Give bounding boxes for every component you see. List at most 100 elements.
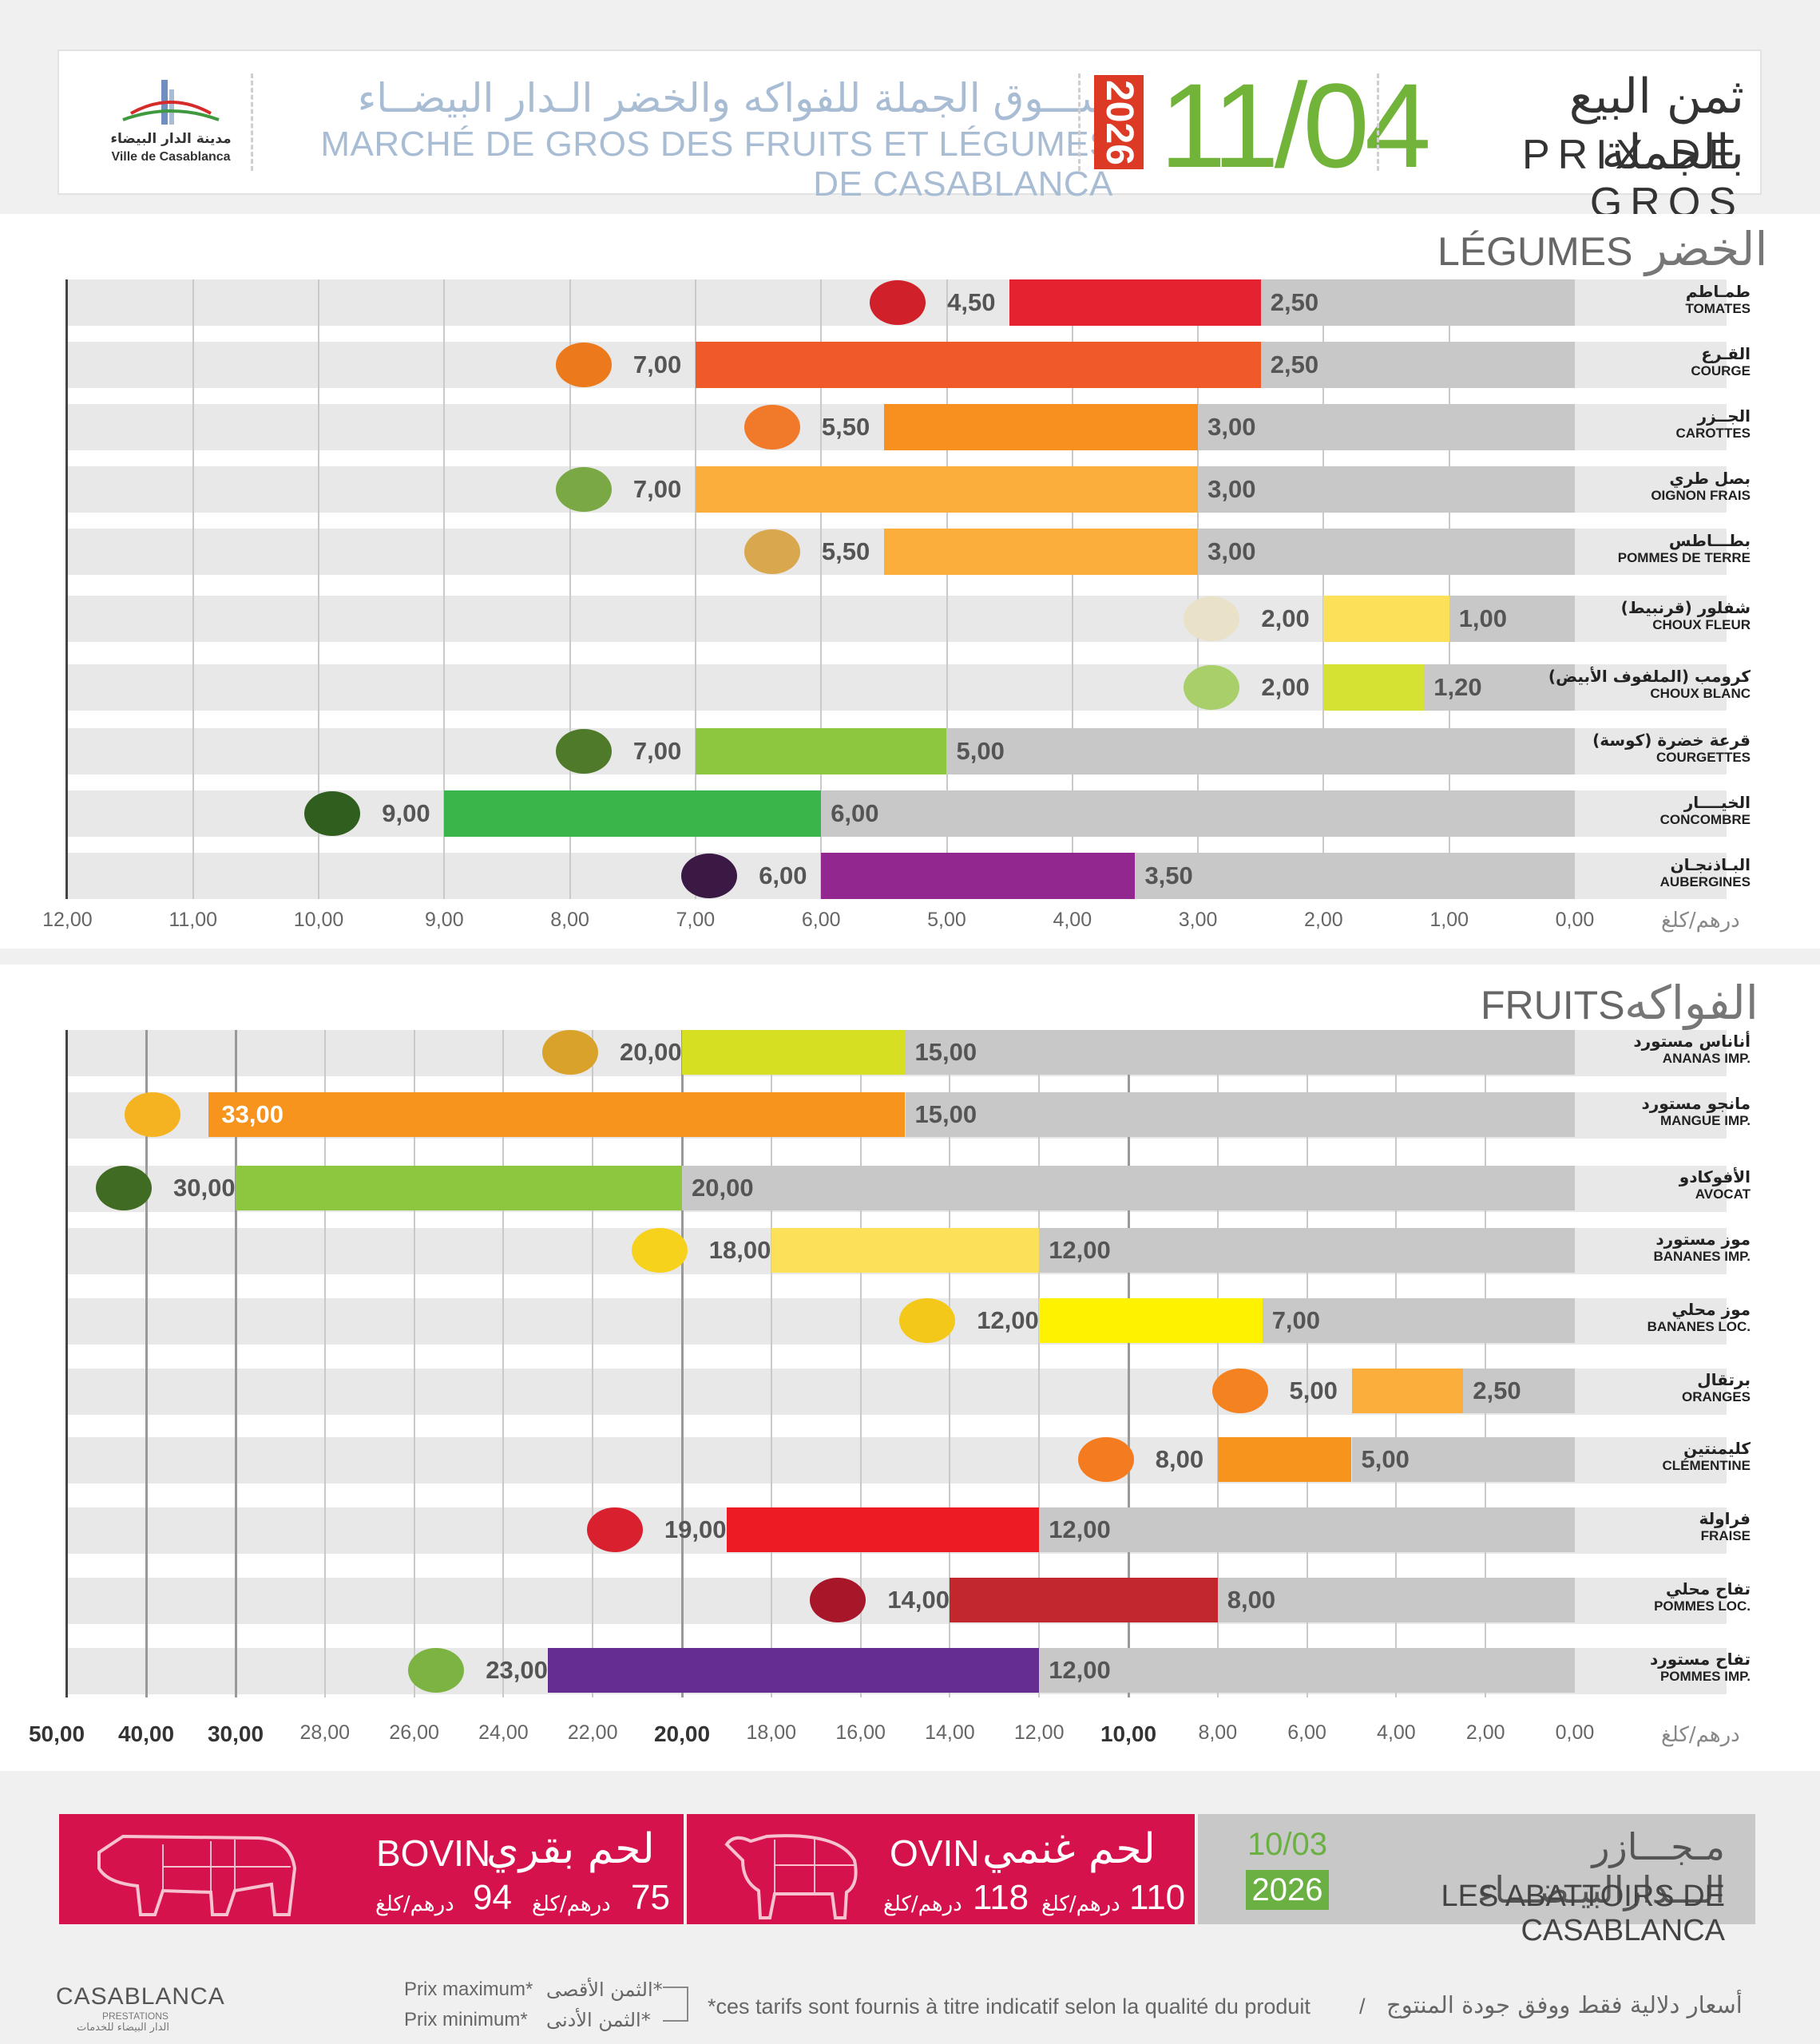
- min-price-label: 5,00: [1361, 1445, 1410, 1473]
- x-tick-label: 9,00: [424, 909, 464, 931]
- gridline: [1306, 1030, 1308, 1697]
- min-price-label: 7,00: [1271, 1306, 1321, 1334]
- ovin-price-max: 118: [973, 1878, 1029, 1917]
- casablanca-logo-icon: [122, 80, 220, 125]
- max-price-label: 7,00: [632, 351, 682, 378]
- category-label: كليمنتين CLÉMENTINE: [1527, 1439, 1751, 1474]
- prix-min-ar: *الثمن الأدنى: [546, 2009, 651, 2031]
- category-label-ar: موز مستورد: [1655, 1230, 1751, 1249]
- fruits-title-fr: FRUITS: [1481, 983, 1625, 1028]
- gridline: [318, 279, 319, 899]
- category-label: مانجو مستورد MANGUE IMP.: [1527, 1094, 1751, 1129]
- min-price-label: 20,00: [692, 1174, 754, 1202]
- category-label-fr: POMMES DE TERRE: [1617, 550, 1751, 565]
- category-label-ar: قرعة خضرة (كوسة): [1592, 731, 1751, 750]
- min-price-bar: [905, 1092, 1575, 1137]
- y-axis-line: [65, 279, 68, 899]
- category-label-ar: كليمنتين: [1683, 1439, 1751, 1458]
- max-price-label: 5,00: [1289, 1377, 1338, 1404]
- max-price-bar: [1351, 1369, 1464, 1413]
- legumes-unit: درهم/كلغ: [1661, 909, 1740, 933]
- price-date: 11/04: [1160, 58, 1431, 192]
- max-price-label: 19,00: [664, 1515, 727, 1543]
- max-price-label: 2,00: [1261, 604, 1310, 632]
- gridline: [569, 279, 571, 899]
- divider: [1377, 73, 1379, 171]
- logo-text-fr: Ville de Casablanca: [111, 150, 231, 164]
- legumes-title-ar: الخضر: [1645, 222, 1768, 276]
- abattoirs-title-ar: مـجـــازر الـــدارالبيـضـــاء: [1477, 1825, 1725, 1911]
- prix-max-ar: *الثمن الأقصى: [546, 1979, 663, 2001]
- min-price-bar: [1351, 1437, 1575, 1482]
- max-price-bar: [726, 1507, 1040, 1552]
- min-price-label: 3,00: [1207, 537, 1256, 565]
- x-tick-label: 22,00: [567, 1721, 618, 1744]
- abattoirs-title-fr: LES ABATTOIRS DE CASABLANCA: [1441, 1880, 1726, 1947]
- market-title-ar: ســـوق الجملة للفواكه والخضر الـدار البي…: [357, 75, 1113, 121]
- ovin-unit-max: درهم/كلغ: [883, 1892, 962, 1916]
- city-logo: مدينة الدار البيضاء Ville de Casablanca: [99, 75, 243, 171]
- gridline: [413, 1030, 415, 1697]
- ovin-name-fr: OVIN: [890, 1832, 980, 1874]
- bovin-price-max: 94: [473, 1878, 512, 1917]
- divider: [1078, 73, 1081, 171]
- category-label-fr: COURGE: [1691, 363, 1751, 378]
- x-tick-label: 40,00: [117, 1721, 175, 1746]
- pumpkin-icon: [555, 343, 612, 387]
- category-label: الجــزر CAROTTES: [1527, 406, 1751, 442]
- gridline: [323, 1030, 326, 1697]
- category-label-ar: كرومب (الملفوف الأبيض): [1548, 667, 1751, 686]
- category-label-fr: CAROTTES: [1675, 426, 1751, 441]
- max-price-label: 5,50: [821, 537, 870, 565]
- bovin-name-ar: لحم بقري: [486, 1825, 655, 1873]
- brand-sub: PRESTATIONS: [102, 2010, 169, 2022]
- max-price-label: 12,00: [977, 1306, 1039, 1334]
- max-price-label: 9,00: [382, 799, 430, 827]
- max-price-label: 2,00: [1261, 673, 1310, 701]
- min-price-bar: [682, 1166, 1575, 1210]
- x-tick-label: 6,00: [1287, 1721, 1326, 1744]
- category-label: فراولة FRAISE: [1527, 1509, 1751, 1544]
- min-price-bar: [1424, 664, 1575, 711]
- max-price-bar: [682, 1030, 906, 1075]
- apples-icon: [408, 1648, 465, 1693]
- category-label: الخيــــار CONCOMBRE: [1527, 793, 1751, 828]
- disclaimer-fr: *ces tarifs sont fournis à titre indicat…: [708, 1994, 1310, 2018]
- min-price-label: 12,00: [1049, 1515, 1111, 1543]
- gridline: [694, 279, 696, 899]
- category-label-fr: AVOCAT: [1695, 1186, 1751, 1202]
- abattoirs-year: 2026: [1246, 1870, 1329, 1910]
- min-price-label: 1,20: [1433, 673, 1482, 701]
- x-tick-label: 11,00: [169, 909, 218, 931]
- x-tick-label: 0,00: [1555, 1721, 1595, 1744]
- category-label: الأفوكادو AVOCAT: [1527, 1167, 1751, 1202]
- min-price-bar: [1463, 1369, 1575, 1413]
- min-price-label: 12,00: [1049, 1236, 1111, 1264]
- category-label-ar: موز محلي: [1671, 1300, 1751, 1319]
- x-tick-label: 8,00: [550, 909, 589, 931]
- apple-red-icon: [810, 1578, 866, 1622]
- max-price-bar: [1323, 664, 1425, 711]
- category-label-fr: ORANGES: [1682, 1389, 1751, 1404]
- max-price-bar: [821, 853, 1136, 899]
- category-label-ar: الخيــــار: [1683, 793, 1751, 812]
- bovin-unit-max: درهم/كلغ: [375, 1892, 454, 1916]
- max-price-bar: [1323, 596, 1449, 642]
- fruits-unit: درهم/كلغ: [1661, 1723, 1740, 1747]
- max-price-label: 6,00: [759, 862, 807, 889]
- category-label: أناناس مستورد ANANAS IMP.: [1527, 1032, 1751, 1067]
- max-price-label: 23,00: [486, 1656, 548, 1684]
- ovin-unit-min: درهم/كلغ: [1041, 1892, 1120, 1916]
- bovin-name-fr: BOVIN: [376, 1832, 491, 1874]
- min-price-label: 12,00: [1049, 1656, 1111, 1684]
- category-label-ar: أناناس مستورد: [1633, 1032, 1751, 1051]
- x-tick-label: 12,00: [42, 909, 93, 931]
- min-price-label: 3,00: [1207, 475, 1256, 503]
- max-price-bar: [1009, 279, 1261, 326]
- page-title-fr: PRIX DE GROS: [1521, 132, 1744, 226]
- ovin-price-min: 110: [1129, 1878, 1186, 1917]
- category-label: كرومب (الملفوف الأبيض) CHOUX BLANC: [1527, 667, 1751, 702]
- category-label: تفاح مستورد POMMES IMP.: [1527, 1650, 1751, 1685]
- max-price-bar: [695, 466, 1199, 513]
- x-tick-label: 3,00: [1178, 909, 1218, 931]
